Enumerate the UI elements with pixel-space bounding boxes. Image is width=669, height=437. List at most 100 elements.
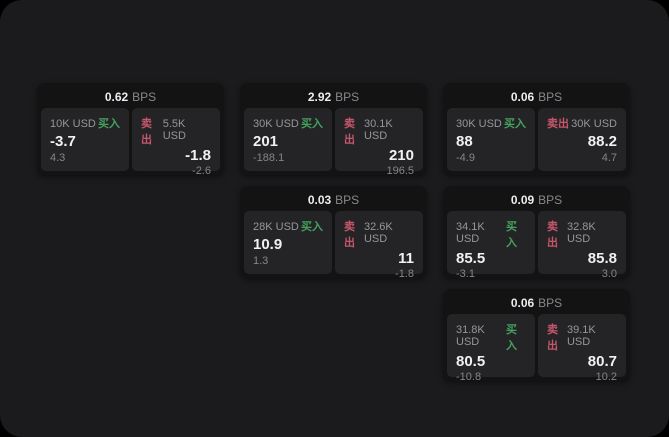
buy-delta: -3.1 (456, 268, 475, 280)
quote-panels: 30K USD 买入 201 -188.1 卖出 30.1K USD 210 1… (244, 108, 423, 177)
sell-panel-top: 卖出 39.1K USD (547, 321, 617, 353)
bps-header: 0.03 BPS (244, 190, 423, 211)
buy-amount-label: 34.1K USD (456, 221, 485, 245)
buy-amount-label: 30K USD (253, 118, 299, 130)
buy-panel[interactable]: 28K USD 买入 10.9 1.3 (244, 211, 332, 274)
buy-panel-top: 28K USD 买入 (253, 218, 323, 234)
quote-card: 0.06 BPS 30K USD 买入 88 -4.9 卖出 30K USD 88… (443, 83, 630, 175)
sell-delta: -1.8 (395, 268, 414, 280)
buy-panel[interactable]: 31.8K USD 买入 80.5 -10.8 (447, 314, 535, 383)
buy-price: 201 (253, 132, 279, 150)
sell-badge: 卖出 (547, 118, 569, 130)
sell-panel[interactable]: 卖出 30.1K USD 210 196.5 (335, 108, 423, 177)
bps-unit: BPS (335, 90, 360, 104)
sell-panel[interactable]: 卖出 39.1K USD 80.7 10.2 (538, 314, 626, 383)
quote-card: 0.62 BPS 10K USD 买入 -3.7 4.3 卖出 5.5K USD … (37, 83, 224, 177)
sell-price: 11 (398, 250, 414, 267)
sell-panel-top: 卖出 30K USD (547, 115, 617, 131)
bps-header: 0.62 BPS (41, 87, 220, 108)
sell-badge: 卖出 (344, 118, 355, 146)
buy-delta: -10.8 (456, 371, 482, 383)
quotes-grid: 0.62 BPS 10K USD 买入 -3.7 4.3 卖出 5.5K USD … (37, 83, 630, 383)
sell-amount-label: 30.1K USD (363, 118, 393, 142)
buy-price: -3.7 (50, 132, 76, 150)
quote-card: 0.09 BPS 34.1K USD 买入 85.5 -3.1 卖出 32.8K … (443, 186, 630, 280)
sell-delta: 4.7 (601, 152, 617, 164)
sell-badge: 卖出 (547, 324, 558, 352)
buy-amount-label: 28K USD (253, 221, 299, 233)
sell-price: 210 (388, 147, 414, 164)
sell-amount-label: 32.8K USD (566, 221, 596, 245)
buy-amount-label: 30K USD (456, 118, 502, 130)
quote-panels: 10K USD 买入 -3.7 4.3 卖出 5.5K USD -1.8 -2.… (41, 108, 220, 177)
bps-value: 0.06 (510, 296, 535, 310)
sell-amount-label: 32.6K USD (363, 221, 393, 245)
bps-unit: BPS (335, 193, 360, 207)
buy-badge: 买入 (506, 324, 518, 352)
sell-amount-label: 30K USD (571, 118, 617, 130)
sell-panel-top: 卖出 32.6K USD (344, 218, 414, 250)
buy-price: 88 (456, 132, 473, 150)
buy-badge: 买入 (98, 118, 120, 130)
buy-delta: 1.3 (253, 255, 269, 267)
buy-panel-top: 34.1K USD 买入 (456, 218, 526, 250)
sell-panel[interactable]: 卖出 32.8K USD 85.8 3.0 (538, 211, 626, 280)
sell-price: 88.2 (587, 132, 617, 150)
buy-panel-top: 31.8K USD 买入 (456, 321, 526, 353)
buy-panel[interactable]: 30K USD 买入 88 -4.9 (447, 108, 535, 171)
sell-price: 85.8 (587, 250, 617, 267)
buy-amount-label: 31.8K USD (456, 324, 485, 348)
bps-unit: BPS (538, 193, 563, 207)
buy-badge: 买入 (506, 221, 518, 249)
sell-delta: 196.5 (386, 165, 414, 177)
buy-price: 10.9 (253, 235, 283, 253)
buy-delta: 4.3 (50, 152, 66, 164)
sell-panel-top: 卖出 30.1K USD (344, 115, 414, 147)
buy-price: 85.5 (456, 250, 486, 267)
quote-panels: 28K USD 买入 10.9 1.3 卖出 32.6K USD 11 -1.8 (244, 211, 423, 280)
buy-delta: -4.9 (456, 152, 475, 164)
bps-value: 0.06 (510, 90, 535, 104)
buy-panel[interactable]: 30K USD 买入 201 -188.1 (244, 108, 332, 171)
sell-amount-label: 39.1K USD (566, 324, 596, 348)
bps-header: 2.92 BPS (244, 87, 423, 108)
quote-panels: 34.1K USD 买入 85.5 -3.1 卖出 32.8K USD 85.8… (447, 211, 626, 280)
buy-panel-top: 30K USD 买入 (456, 115, 526, 131)
buy-badge: 买入 (301, 221, 323, 233)
sell-delta: -2.6 (192, 165, 211, 177)
quote-card: 0.06 BPS 31.8K USD 买入 80.5 -10.8 卖出 39.1K… (443, 289, 630, 383)
sell-panel[interactable]: 卖出 30K USD 88.2 4.7 (538, 108, 626, 171)
bps-unit: BPS (538, 296, 563, 310)
sell-panel-top: 卖出 32.8K USD (547, 218, 617, 250)
bps-unit: BPS (132, 90, 157, 104)
bps-header: 0.09 BPS (447, 190, 626, 211)
sell-badge: 卖出 (547, 221, 558, 249)
sell-panel-top: 卖出 5.5K USD (141, 115, 211, 147)
buy-panel-top: 10K USD 买入 (50, 115, 120, 131)
buy-amount-label: 10K USD (50, 118, 96, 130)
sell-delta: 3.0 (601, 268, 617, 280)
quote-card: 0.03 BPS 28K USD 买入 10.9 1.3 卖出 32.6K USD… (240, 186, 427, 280)
quote-panels: 30K USD 买入 88 -4.9 卖出 30K USD 88.2 4.7 (447, 108, 626, 171)
sell-badge: 卖出 (344, 221, 355, 249)
sell-price: 80.7 (587, 353, 617, 370)
bps-value: 2.92 (307, 90, 332, 104)
sell-panel[interactable]: 卖出 32.6K USD 11 -1.8 (335, 211, 423, 280)
buy-price: 80.5 (456, 353, 486, 370)
sell-badge: 卖出 (141, 118, 152, 146)
sell-delta: 10.2 (595, 371, 617, 383)
bps-value: 0.62 (104, 90, 129, 104)
buy-panel[interactable]: 10K USD 买入 -3.7 4.3 (41, 108, 129, 171)
sell-price: -1.8 (185, 147, 211, 164)
quote-panels: 31.8K USD 买入 80.5 -10.8 卖出 39.1K USD 80.… (447, 314, 626, 383)
sell-panel[interactable]: 卖出 5.5K USD -1.8 -2.6 (132, 108, 220, 177)
bps-value: 0.03 (307, 193, 332, 207)
bps-header: 0.06 BPS (447, 87, 626, 108)
bps-header: 0.06 BPS (447, 293, 626, 314)
buy-badge: 买入 (504, 118, 526, 130)
buy-panel[interactable]: 34.1K USD 买入 85.5 -3.1 (447, 211, 535, 280)
quote-card: 2.92 BPS 30K USD 买入 201 -188.1 卖出 30.1K U… (240, 83, 427, 177)
bps-unit: BPS (538, 90, 563, 104)
sell-amount-label: 5.5K USD (162, 118, 186, 142)
